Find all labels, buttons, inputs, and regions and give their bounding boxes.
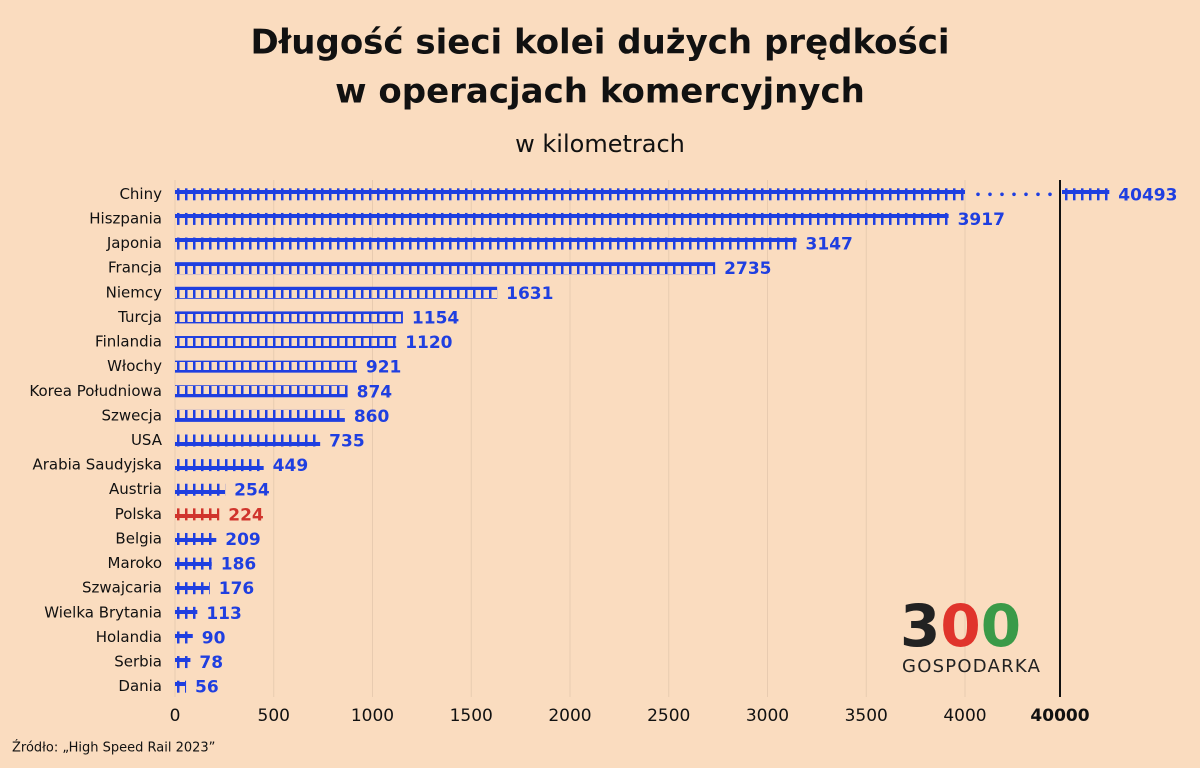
bar (175, 582, 210, 595)
y-tick-label: Dania (118, 677, 162, 695)
bar (1062, 188, 1110, 201)
value-label: 113 (206, 604, 242, 624)
y-tick-label: USA (131, 431, 163, 449)
y-tick-label: Korea Południowa (29, 382, 162, 400)
bar (175, 631, 193, 644)
bar (175, 606, 198, 619)
value-label: 3917 (958, 210, 1005, 230)
y-tick-label: Hiszpania (89, 209, 162, 227)
x-tick-label: 3500 (845, 706, 888, 726)
y-tick-label: Finlandia (95, 333, 162, 351)
value-label: 254 (234, 481, 270, 501)
break-dot (1048, 192, 1052, 197)
value-label: 3147 (806, 235, 853, 255)
y-tick-label: Belgia (115, 529, 162, 547)
y-tick-label: Wielka Brytania (44, 603, 162, 621)
bar (175, 532, 217, 545)
y-tick-label: Japonia (106, 234, 162, 252)
bar (175, 360, 357, 373)
bar (175, 680, 187, 693)
bar (175, 188, 965, 201)
bar (175, 434, 321, 447)
x-tick-label: 500 (258, 706, 290, 726)
logo-digits: 300 (900, 592, 1021, 660)
x-tick-label: 40000 (1030, 706, 1089, 726)
y-tick-label: Chiny (119, 185, 162, 203)
x-tick-label: 0 (170, 706, 181, 726)
value-label: 874 (357, 382, 393, 402)
y-tick-label: Niemcy (106, 283, 162, 301)
value-label: 735 (329, 432, 365, 452)
bar (175, 286, 498, 299)
y-tick-label: Szwajcaria (82, 579, 162, 597)
y-tick-label: Austria (109, 480, 162, 498)
value-label: 860 (354, 407, 390, 427)
bar (175, 508, 220, 521)
x-tick-label: 3000 (746, 706, 789, 726)
value-label: 56 (195, 678, 219, 698)
value-label: 186 (221, 555, 256, 575)
x-tick-label: 2500 (647, 706, 690, 726)
chart-title: w operacjach komercyjnych (335, 72, 865, 112)
logo-name: GOSPODARKA (902, 656, 1041, 677)
logo-digit: 0 (940, 592, 980, 660)
bar (175, 385, 348, 398)
bar (175, 557, 212, 570)
break-dot (1024, 192, 1028, 197)
value-label: 176 (219, 579, 255, 599)
value-label: 1120 (405, 333, 452, 353)
value-label: 90 (202, 628, 226, 648)
break-dot (1036, 192, 1040, 197)
y-tick-label: Włochy (107, 357, 162, 375)
x-tick-label: 4000 (943, 706, 986, 726)
bar (175, 656, 191, 669)
y-tick-label: Polska (115, 505, 162, 523)
value-label: 1631 (506, 284, 553, 304)
value-label: 921 (366, 358, 402, 378)
y-tick-label: Francja (108, 259, 162, 277)
value-label: 1154 (412, 308, 459, 328)
break-dot (976, 192, 980, 197)
value-label: 224 (228, 505, 264, 525)
y-tick-label: Holandia (96, 628, 162, 646)
value-label: 449 (273, 456, 309, 476)
chart-subtitle: w kilometrach (515, 130, 685, 158)
x-tick-label: 1500 (450, 706, 493, 726)
value-label: 2735 (724, 259, 771, 279)
x-tick-label: 1000 (351, 706, 394, 726)
y-tick-label: Arabia Saudyjska (33, 456, 163, 474)
y-tick-label: Szwecja (102, 406, 163, 424)
break-dot (1012, 192, 1016, 197)
bar (175, 483, 226, 496)
logo-digit: 0 (981, 592, 1021, 660)
bar (175, 212, 949, 225)
logo-digit: 3 (900, 592, 940, 660)
value-label: 209 (225, 530, 261, 550)
x-tick-label: 2000 (548, 706, 591, 726)
break-dot (1000, 192, 1004, 197)
bar (175, 262, 716, 275)
y-tick-label: Serbia (114, 653, 162, 671)
bar (175, 237, 797, 250)
bar (175, 409, 345, 422)
value-label: 40493 (1118, 185, 1177, 205)
y-tick-label: Turcja (117, 308, 162, 326)
y-tick-label: Maroko (108, 554, 162, 572)
chart-title: Długość sieci kolei dużych prędkości (250, 23, 949, 63)
value-label: 78 (199, 653, 223, 673)
bar (175, 311, 403, 324)
source: Źródło: „High Speed Rail 2023” (12, 740, 215, 756)
bar (175, 459, 264, 472)
bar (175, 336, 397, 349)
break-dot (988, 192, 992, 197)
